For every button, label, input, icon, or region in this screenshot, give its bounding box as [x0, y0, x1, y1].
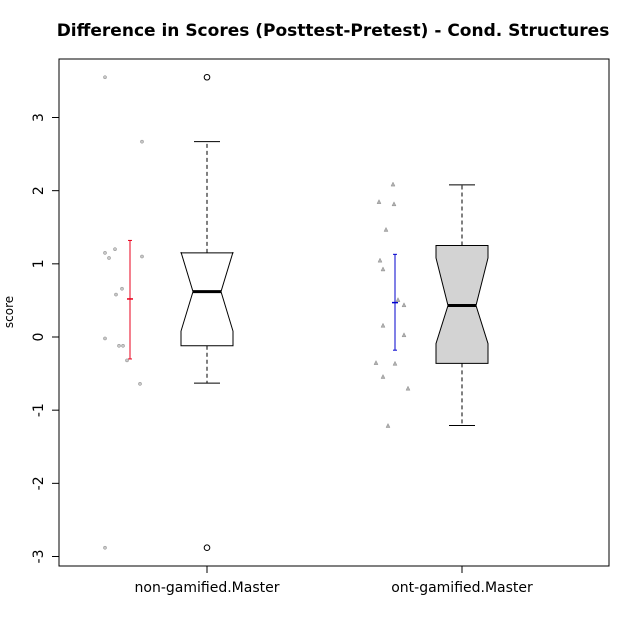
data-point [391, 201, 397, 207]
y-tick-label: 2 [31, 186, 47, 195]
data-point [405, 385, 411, 391]
data-point [380, 373, 386, 379]
data-point [114, 292, 118, 297]
data-point [113, 247, 117, 252]
data-point [138, 381, 142, 386]
data-point [376, 199, 382, 204]
data-point [380, 266, 386, 272]
data-point [103, 251, 107, 255]
data-point [140, 254, 144, 259]
data-point [380, 322, 386, 328]
data-point [140, 139, 144, 144]
data-point [401, 302, 407, 308]
data-point [125, 358, 129, 363]
plot-frame [58, 58, 610, 567]
outlier-point [203, 73, 211, 81]
notched-box [180, 251, 234, 347]
data-point [395, 297, 401, 302]
box-group [373, 181, 489, 428]
data-point [401, 332, 407, 338]
y-axis-label: score [2, 296, 16, 328]
data-point [117, 343, 121, 348]
data-point [373, 360, 379, 365]
data-point [103, 75, 107, 80]
data-point [383, 226, 389, 232]
chart-title: Difference in Scores (Posttest-Pretest) … [57, 21, 610, 41]
y-tick-label: -3 [31, 550, 47, 564]
y-axis: -3 -2 -1 0 1 2 3 [31, 113, 59, 563]
series-layer [103, 73, 489, 552]
x-axis: non-gamified.Master ont-gamified.Master [135, 566, 533, 596]
y-tick-label: 0 [31, 333, 47, 342]
y-tick-label: 3 [31, 113, 47, 122]
data-point [103, 545, 107, 550]
x-category-label: ont-gamified.Master [391, 580, 533, 596]
y-tick-label: 1 [31, 259, 47, 268]
data-point [103, 336, 107, 341]
data-point [121, 343, 125, 348]
data-point [107, 256, 111, 260]
data-point [120, 286, 124, 291]
data-point [392, 360, 398, 366]
box-group [103, 73, 234, 552]
data-point [377, 257, 383, 263]
outlier-point [203, 544, 211, 552]
x-category-label: non-gamified.Master [135, 580, 280, 596]
y-tick-label: -1 [31, 403, 47, 417]
y-tick-label: -2 [31, 476, 47, 490]
data-point [385, 422, 391, 428]
data-point [390, 181, 396, 187]
